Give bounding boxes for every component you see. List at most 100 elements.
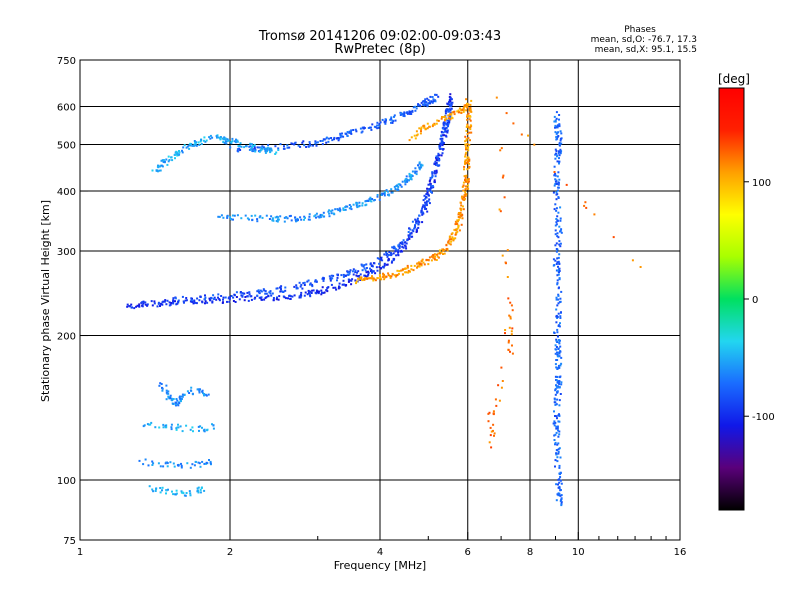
echo-point [593, 213, 596, 216]
echo-point [256, 146, 259, 149]
echo-point [212, 424, 215, 427]
echo-point [277, 147, 280, 150]
echo-point [166, 299, 169, 302]
echo-point [449, 243, 452, 246]
echo-point [181, 149, 183, 152]
echo-point [500, 147, 503, 150]
echo-point [306, 293, 309, 296]
echo-point [169, 461, 172, 464]
x-tick-label: 6 [465, 547, 471, 558]
echo-point [355, 130, 358, 133]
echo-point [268, 218, 271, 220]
echo-point [275, 151, 278, 154]
echo-point [184, 299, 187, 302]
echo-point [215, 298, 218, 301]
echo-point [380, 257, 382, 260]
echo-point [415, 222, 418, 225]
x-tick-label: 1 [77, 547, 83, 558]
echo-point [559, 245, 562, 248]
echo-point [387, 259, 390, 262]
echo-point [454, 237, 457, 240]
echo-point [558, 447, 561, 450]
echo-point [436, 253, 438, 256]
echo-point [187, 144, 190, 147]
echo-point [427, 259, 430, 261]
echo-point [244, 214, 247, 217]
echo-point [159, 305, 161, 307]
echo-point [558, 143, 561, 146]
echo-point [381, 118, 384, 121]
echo-point [422, 124, 425, 127]
echo-point [555, 117, 558, 120]
echo-point [175, 153, 178, 156]
echo-point [186, 145, 189, 148]
echo-point [270, 148, 273, 150]
echo-point [363, 274, 366, 277]
echo-point [433, 100, 435, 103]
echo-point [203, 489, 206, 492]
echo-point [639, 266, 642, 268]
echo-point [355, 280, 358, 283]
chart-title: Tromsø 20141206 09:02:00-09:03:43 [258, 29, 501, 44]
echo-point [453, 113, 456, 116]
echo-point [558, 433, 561, 436]
echo-point [163, 300, 166, 303]
echo-point [232, 300, 235, 302]
echo-point [558, 364, 560, 367]
echo-point [150, 421, 153, 424]
echo-point [560, 290, 563, 293]
echo-point [554, 441, 557, 444]
echo-point [432, 98, 435, 101]
echo-point [347, 280, 350, 283]
echo-point [190, 386, 193, 389]
gridlines [80, 60, 680, 540]
echo-point [555, 499, 558, 502]
echo-point [192, 302, 195, 305]
echo-point [193, 143, 196, 146]
echo-point [459, 201, 462, 204]
echo-point [336, 279, 338, 282]
echo-point [317, 215, 320, 218]
echo-point [250, 148, 253, 151]
echo-point [256, 218, 259, 221]
echo-point [432, 254, 435, 256]
echo-point [459, 207, 462, 210]
echo-point [151, 464, 154, 466]
echo-point [308, 215, 311, 218]
echo-point [488, 441, 491, 444]
echo-point [466, 106, 468, 109]
echo-point [464, 135, 467, 138]
echo-point [445, 248, 448, 250]
echo-point [289, 295, 292, 298]
echo-point [560, 381, 563, 384]
echo-point [414, 109, 417, 112]
echo-point [254, 150, 257, 153]
echo-point [347, 271, 349, 274]
echo-point [141, 305, 144, 308]
echo-point [555, 223, 558, 226]
echo-point [268, 291, 271, 294]
echo-point [430, 191, 433, 193]
echo-point [374, 279, 377, 282]
echo-point [294, 216, 297, 219]
echo-point [557, 236, 560, 239]
echo-point [272, 219, 275, 222]
echo-point [162, 423, 165, 426]
echo-point [401, 268, 404, 271]
echo-point [419, 132, 422, 135]
echo-point [433, 180, 436, 183]
echo-point [408, 179, 410, 182]
echo-point [406, 112, 409, 115]
echo-point [492, 423, 495, 426]
echo-point [446, 129, 449, 132]
echo-point [465, 180, 468, 183]
echo-point [188, 392, 191, 394]
echo-point [447, 114, 450, 117]
echo-point [433, 171, 436, 174]
echo-point [142, 425, 145, 428]
echo-point [331, 209, 334, 212]
echo-point [444, 115, 446, 118]
echo-point [356, 202, 359, 205]
echo-point [377, 126, 380, 129]
echo-point [150, 300, 153, 303]
